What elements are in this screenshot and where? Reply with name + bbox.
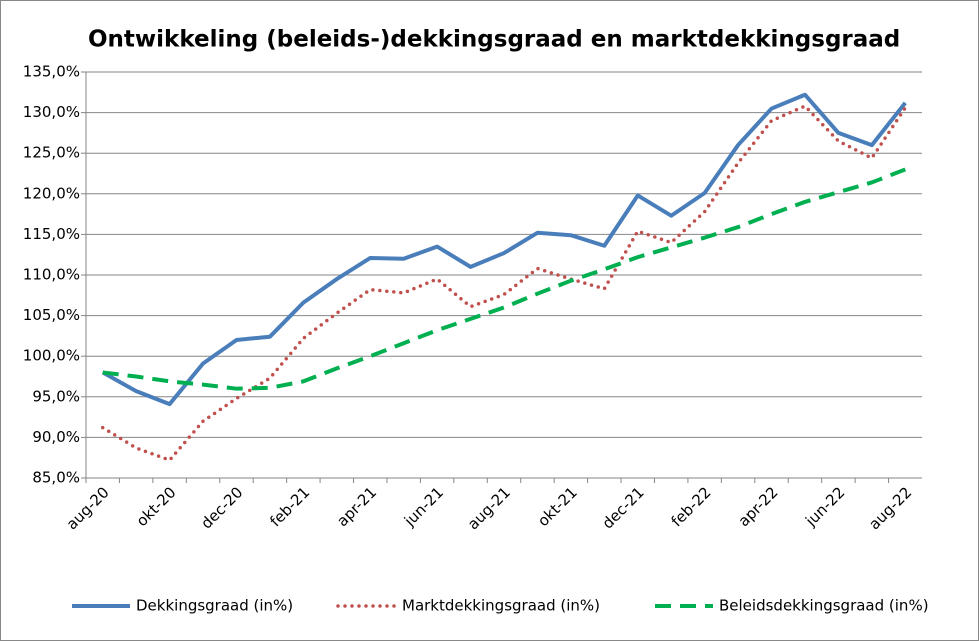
- y-tick-label: 130,0%: [23, 103, 80, 121]
- data-line: [100, 104, 908, 462]
- y-tick-label: 90,0%: [32, 428, 80, 446]
- data-line: [102, 167, 907, 391]
- y-tick-label: 120,0%: [23, 184, 80, 202]
- y-tick-label: 100,0%: [23, 347, 80, 365]
- legend-label: Dekkingsgraad (in%): [136, 597, 293, 615]
- chart-title: Ontwikkeling (beleids-)dekkingsgraad en …: [88, 27, 900, 53]
- data-line: [101, 92, 907, 407]
- y-tick-label: 115,0%: [23, 225, 80, 243]
- legend-label: Beleidsdekkingsgraad (in%): [719, 597, 929, 615]
- legend-label: Marktdekkingsgraad (in%): [402, 597, 600, 615]
- y-tick-label: 125,0%: [23, 144, 80, 162]
- y-tick-label: 85,0%: [32, 469, 80, 487]
- y-tick-label: 135,0%: [23, 63, 80, 81]
- y-tick-label: 110,0%: [23, 266, 80, 284]
- y-tick-label: 95,0%: [32, 387, 80, 405]
- y-tick-label: 105,0%: [23, 306, 80, 324]
